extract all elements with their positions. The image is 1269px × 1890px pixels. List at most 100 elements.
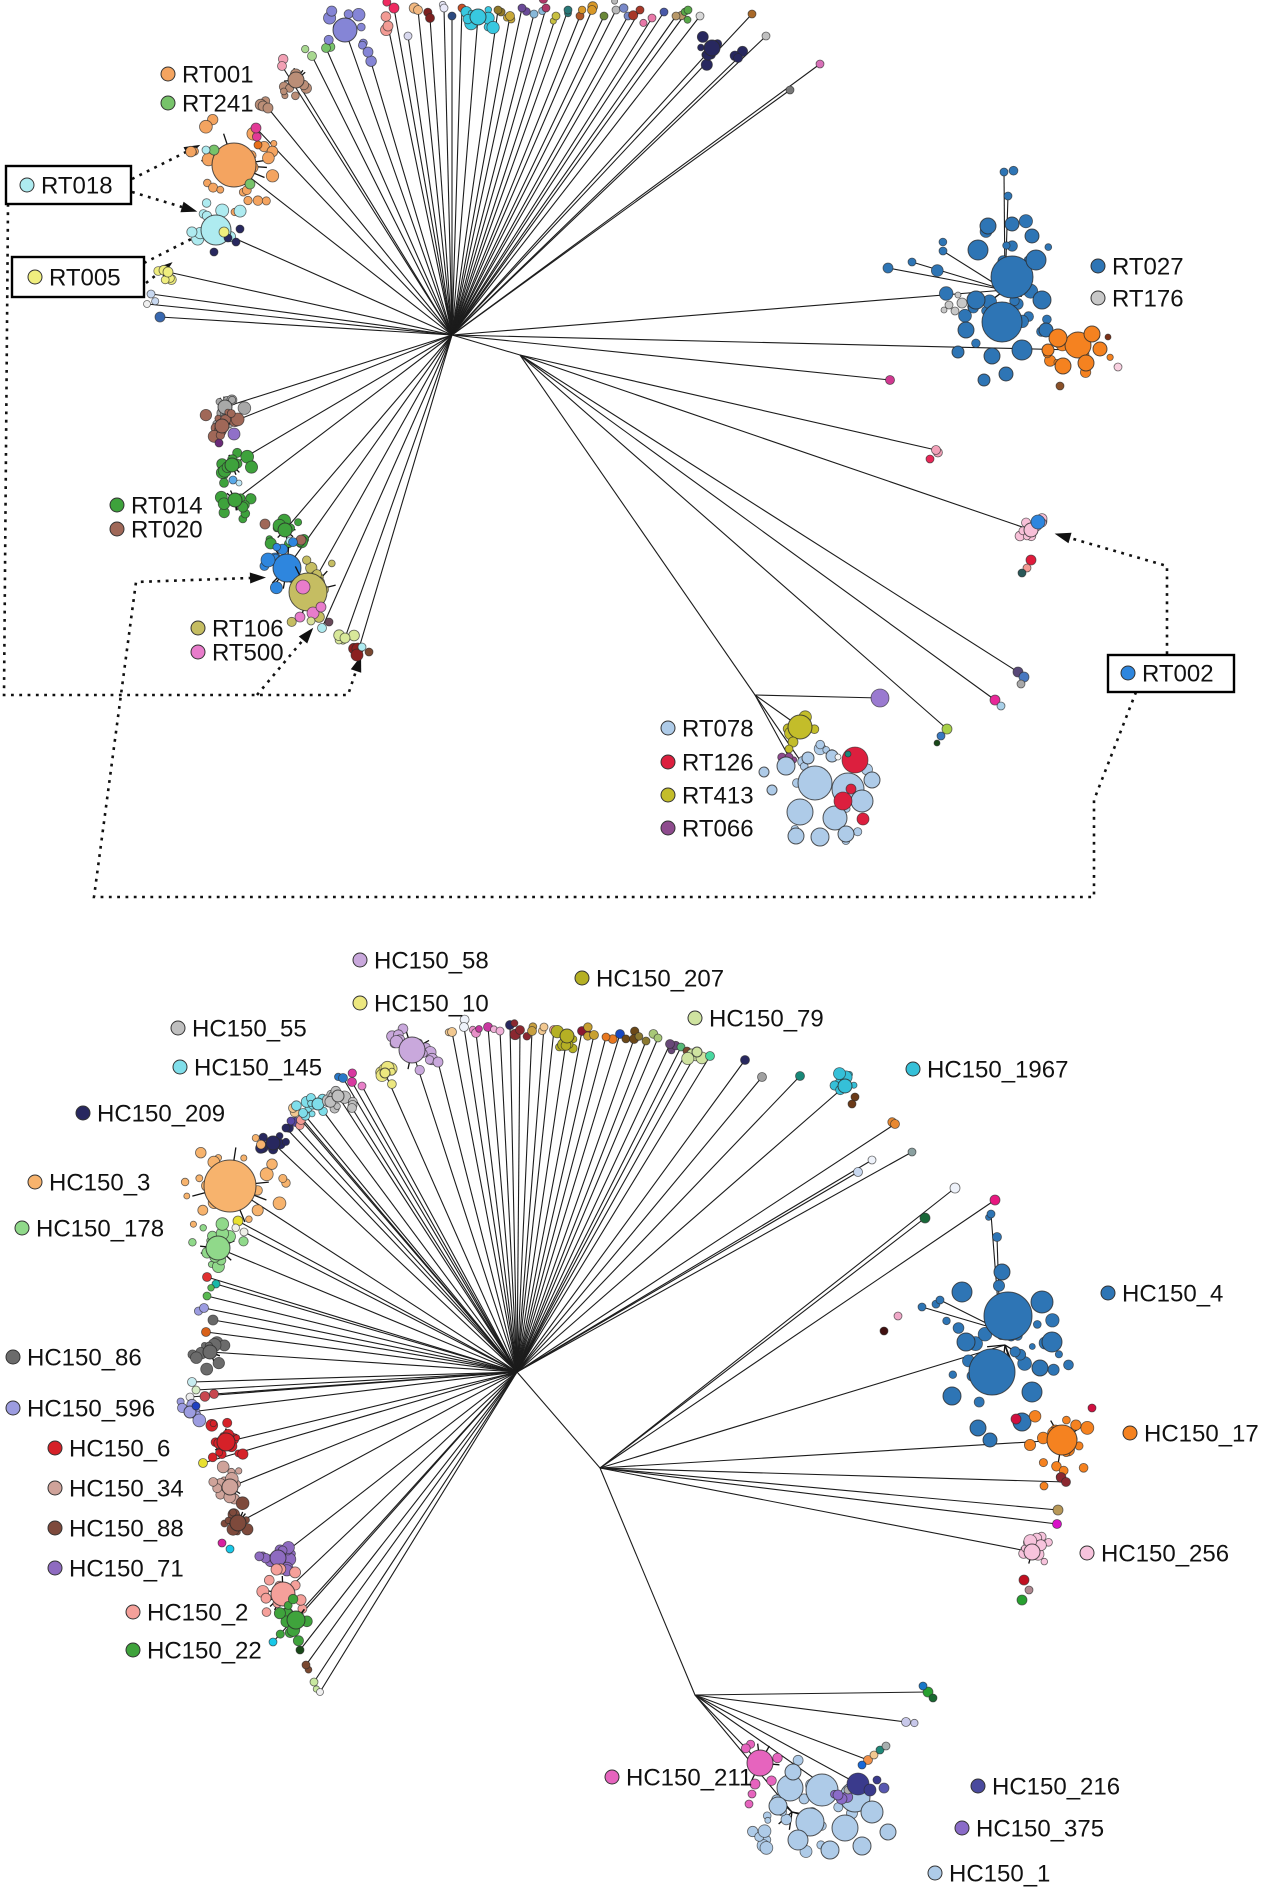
legend-dot-icon <box>109 521 125 537</box>
legend-dot-icon <box>1079 1545 1095 1561</box>
legend-label: HC150_79 <box>709 1006 824 1033</box>
legend-dot-icon <box>190 644 206 660</box>
legend-item-HC150_86: HC150_86 <box>5 1345 142 1372</box>
legend-item-RT500: RT500 <box>190 640 284 667</box>
legend-dot-icon <box>905 1061 921 1077</box>
legend-dot-icon <box>170 1020 186 1036</box>
legend-item-RT018: RT018 <box>4 164 133 206</box>
legend-dot-icon <box>172 1059 188 1075</box>
legend-label: HC150_4 <box>1122 1281 1223 1308</box>
legend-dot-icon <box>1122 1425 1138 1441</box>
legend-item-HC150_71: HC150_71 <box>47 1556 184 1583</box>
legend-dot-icon <box>1100 1285 1116 1301</box>
legend-dot-icon <box>27 1174 43 1190</box>
dotted-connector-line <box>131 150 187 181</box>
legend-item-HC150_211: HC150_211 <box>604 1765 752 1792</box>
legend-dot-icon <box>660 820 676 836</box>
branch-lines <box>189 1024 1067 1813</box>
arrowhead-icon <box>180 201 198 213</box>
legend-item-HC150_178: HC150_178 <box>14 1216 164 1243</box>
legend-label: RT500 <box>212 640 284 667</box>
legend-label: RT078 <box>682 716 754 743</box>
legend-dot-icon <box>47 1560 63 1576</box>
legend-dot-icon <box>19 177 35 193</box>
legend-item-HC150_3: HC150_3 <box>27 1170 150 1197</box>
legend-label: HC150_207 <box>596 966 724 993</box>
legend-item-HC150_4: HC150_4 <box>1100 1281 1223 1308</box>
legend-label: HC150_209 <box>97 1101 225 1128</box>
legend-item-RT126: RT126 <box>660 750 754 777</box>
legend-item-HC150_596: HC150_596 <box>5 1396 155 1423</box>
dotted-connector-line <box>131 190 183 209</box>
dotted-connector-line <box>2 203 358 697</box>
legend-label: HC150_6 <box>69 1436 170 1463</box>
legend-dot-icon <box>47 1440 63 1456</box>
dotted-connector-line <box>256 639 304 696</box>
legend-label: HC150_145 <box>194 1055 322 1082</box>
legend-label: RT014 <box>131 493 203 520</box>
legend-dot-icon <box>927 1865 943 1881</box>
legend-item-HC150_17: HC150_17 <box>1122 1421 1259 1448</box>
legend-label: HC150_34 <box>69 1476 184 1503</box>
legend-dot-icon <box>1120 665 1136 681</box>
legend-label: HC150_71 <box>69 1556 184 1583</box>
legend-dot-icon <box>190 620 206 636</box>
legend-dot-icon <box>574 970 590 986</box>
legend-dot-icon <box>160 95 176 111</box>
legend-item-RT078: RT078 <box>660 716 754 743</box>
legend-label: HC150_55 <box>192 1016 307 1043</box>
legend-label: RT241 <box>182 91 254 118</box>
legend-label: RT005 <box>49 265 121 292</box>
legend-dot-icon <box>604 1769 620 1785</box>
legend-dot-icon <box>1090 258 1106 274</box>
legend-dot-icon <box>660 754 676 770</box>
legend-dot-icon <box>75 1105 91 1121</box>
legend: HC150_58 HC150_10 HC150_55 HC150_145 HC150_2… <box>5 948 1259 1888</box>
legend-dot-icon <box>1090 290 1106 306</box>
arrowhead-icon <box>249 572 266 584</box>
legend-item-HC150_55: HC150_55 <box>170 1016 307 1043</box>
legend-item-RT176: RT176 <box>1090 286 1184 313</box>
legend-item-HC150_6: HC150_6 <box>47 1436 170 1463</box>
legend-item-RT014: RT014 <box>109 493 203 520</box>
legend-item-HC150_145: HC150_145 <box>172 1055 322 1082</box>
legend-item-HC150_375: HC150_375 <box>954 1816 1104 1843</box>
legend-label: HC150_1967 <box>927 1057 1068 1084</box>
legend-dot-icon <box>352 952 368 968</box>
legend-item-RT413: RT413 <box>660 783 754 810</box>
legend-label: HC150_17 <box>1144 1421 1259 1448</box>
legend-label: HC150_58 <box>374 948 489 975</box>
legend-dot-icon <box>660 787 676 803</box>
legend-item-HC150_79: HC150_79 <box>687 1006 824 1033</box>
branch-lines <box>146 7 1076 793</box>
legend-dot-icon <box>160 66 176 82</box>
legend-item-HC150_209: HC150_209 <box>75 1101 225 1128</box>
dotted-connector-line <box>145 270 161 285</box>
legend-item-RT005: RT005 <box>10 255 146 299</box>
legend-item-RT001: RT001 <box>160 62 254 89</box>
legend-label: RT413 <box>682 783 754 810</box>
legend-label: HC150_1 <box>949 1861 1050 1888</box>
legend-label: HC150_2 <box>147 1600 248 1627</box>
legend-item-HC150_256: HC150_256 <box>1079 1541 1229 1568</box>
legend-dot-icon <box>109 497 125 513</box>
legend-item-RT027: RT027 <box>1090 254 1184 281</box>
legend-label: RT176 <box>1112 286 1184 313</box>
legend-label: RT018 <box>41 173 113 200</box>
legend-label: RT001 <box>182 62 254 89</box>
legend-item-RT241: RT241 <box>160 91 254 118</box>
legend-label: HC150_22 <box>147 1638 262 1665</box>
legend-dot-icon <box>687 1010 703 1026</box>
legend-item-HC150_1: HC150_1 <box>927 1861 1050 1888</box>
legend-item-RT106: RT106 <box>190 616 284 643</box>
legend-label: HC150_3 <box>49 1170 150 1197</box>
legend-label: RT066 <box>682 816 754 843</box>
legend-label: RT020 <box>131 517 203 544</box>
legend-item-HC150_2: HC150_2 <box>125 1600 248 1627</box>
legend-label: RT106 <box>212 616 284 643</box>
legend-dot-icon <box>660 720 676 736</box>
legend-dot-icon <box>970 1778 986 1794</box>
